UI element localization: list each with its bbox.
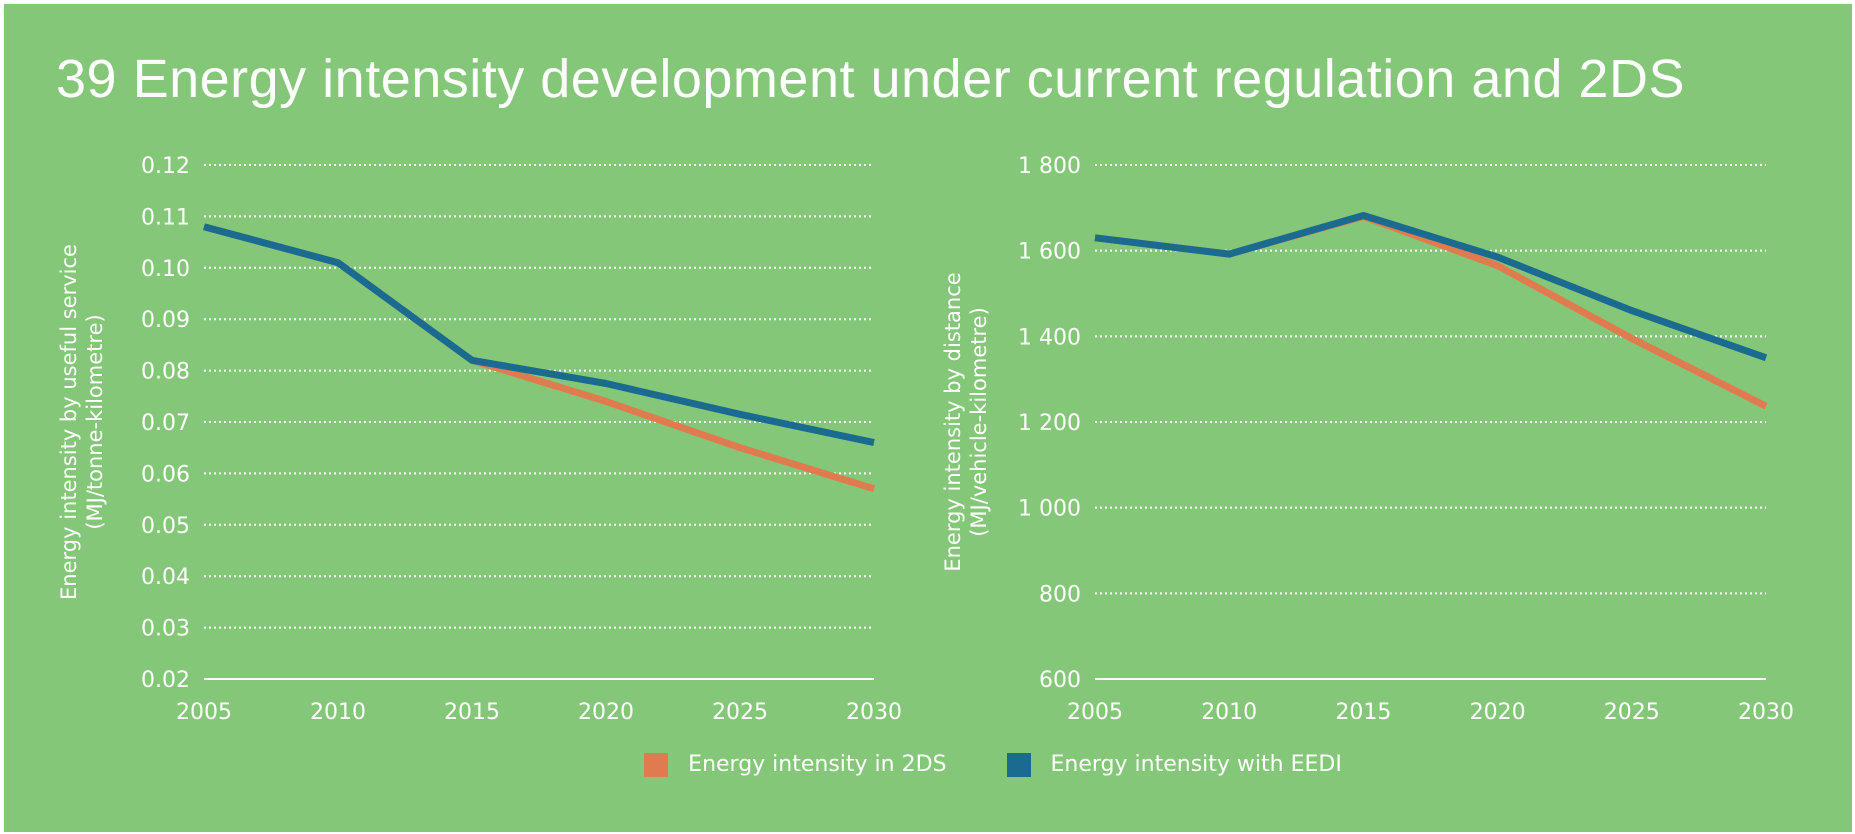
right-y-tick-label: 1 000 (1018, 497, 1081, 522)
legend-item-2ds: Energy intensity in 2DS (644, 752, 947, 777)
left-y-tick-label: 0.05 (141, 514, 190, 539)
left-x-tick-label: 2005 (176, 700, 232, 725)
chart-distance: 600 800 1 000 1 200 1 400 1 600 1 800 2005 2010 2… (941, 154, 1794, 725)
left-series-line-eedi (203, 223, 875, 447)
right-x-tick-label: 2010 (1201, 700, 1257, 725)
right-x-tick-label: 2005 (1067, 700, 1123, 725)
left-y-tick-label: 0.11 (141, 205, 190, 230)
right-series-line-eedi (1094, 212, 1768, 362)
left-y-axis-unit: (MJ/tonne-kilometre) (83, 314, 107, 529)
right-y-tick-label: 1 200 (1018, 411, 1081, 436)
figure: 39 Energy intensity development under cu… (4, 4, 1852, 832)
right-y-tick-label: 800 (1039, 582, 1081, 607)
right-y-axis-title: Energy intensity by distance (941, 272, 965, 571)
left-y-tick-label: 0.09 (141, 308, 190, 333)
legend-swatch-eedi (1006, 752, 1031, 777)
right-x-tick-label: 2015 (1335, 700, 1391, 725)
left-y-tick-label: 0.02 (141, 668, 190, 693)
right-x-tick-label: 2030 (1738, 700, 1794, 725)
right-y-tick-label: 1 600 (1018, 240, 1081, 265)
right-x-tick-label: 2020 (1470, 700, 1526, 725)
left-y-tick-label: 0.12 (141, 154, 190, 179)
left-x-tick-label: 2015 (444, 700, 500, 725)
left-y-tick-label: 0.10 (141, 257, 190, 282)
chart-useful-service: 0.02 0.03 0.04 0.05 0.06 0.07 0.08 0.09 0.10 0.11… (57, 154, 902, 725)
legend: Energy intensity in 2DS Energy intensity… (4, 752, 1852, 777)
right-y-axis-unit: (MJ/vehicle-kilometre) (967, 307, 991, 537)
right-y-tick-label: 600 (1039, 668, 1081, 693)
left-x-tick-label: 2010 (310, 700, 366, 725)
left-y-axis-title: Energy intensity by useful service (57, 244, 81, 600)
left-y-tick-label: 0.03 (141, 617, 190, 642)
right-series-line-2ds (1094, 212, 1768, 410)
left-x-tick-label: 2025 (712, 700, 768, 725)
left-y-tick-label: 0.06 (141, 462, 190, 487)
right-y-tick-label: 1 800 (1018, 154, 1081, 179)
legend-label-eedi: Energy intensity with EEDI (1050, 752, 1342, 777)
left-x-tick-label: 2030 (846, 700, 902, 725)
legend-label-2ds: Energy intensity in 2DS (688, 752, 947, 777)
left-x-tick-label: 2020 (578, 700, 634, 725)
legend-swatch-2ds (644, 752, 669, 777)
legend-item-eedi: Energy intensity with EEDI (1006, 752, 1342, 777)
figure-title: 39 Energy intensity development under cu… (56, 49, 1685, 109)
left-y-tick-label: 0.04 (141, 565, 190, 590)
right-x-tick-label: 2025 (1604, 700, 1660, 725)
left-y-tick-label: 0.07 (141, 411, 190, 436)
right-y-tick-label: 1 400 (1018, 325, 1081, 350)
left-y-tick-label: 0.08 (141, 360, 190, 385)
